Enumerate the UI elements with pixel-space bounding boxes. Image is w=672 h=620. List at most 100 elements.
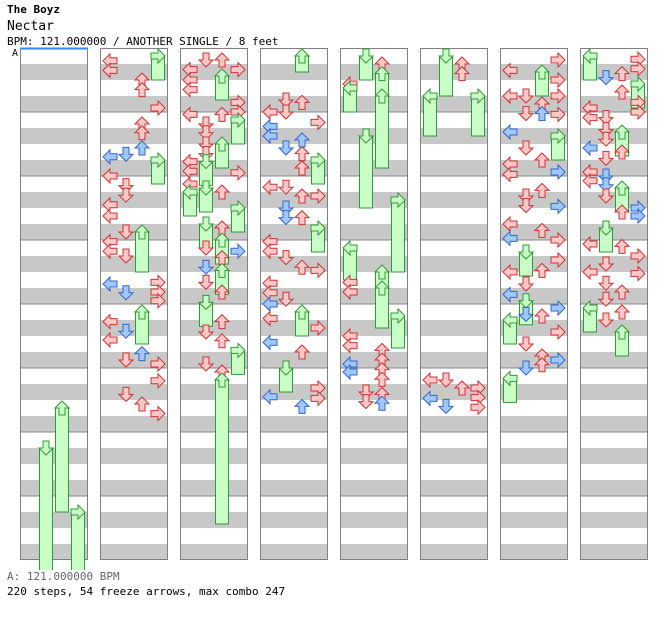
freeze-arrow-head xyxy=(230,342,246,359)
eighth-note-arrow xyxy=(262,334,278,351)
freeze-arrow-head xyxy=(70,503,86,521)
artist-name: The Boyz xyxy=(7,3,60,16)
quarter-note-arrow xyxy=(213,106,231,122)
chart-column xyxy=(500,48,568,560)
eighth-note-arrow xyxy=(550,351,566,369)
beat-stripe xyxy=(420,480,488,496)
beat-stripe xyxy=(420,224,488,240)
quarter-note-arrow xyxy=(262,242,278,260)
quarter-note-arrow xyxy=(133,125,151,141)
beat-stripe xyxy=(580,480,648,496)
freeze-arrow-head xyxy=(133,304,151,320)
beat-stripe xyxy=(180,416,248,432)
quarter-note-arrow xyxy=(197,274,215,291)
beat-stripe xyxy=(260,544,328,560)
quarter-note-arrow xyxy=(470,398,486,416)
beat-stripe xyxy=(580,256,648,272)
quarter-note-arrow xyxy=(517,276,535,292)
freeze-arrow-head xyxy=(390,191,406,209)
beat-stripe xyxy=(500,352,568,368)
beat-stripe xyxy=(20,224,88,240)
quarter-note-arrow xyxy=(182,81,198,98)
beat-stripe xyxy=(580,288,648,304)
quarter-note-arrow xyxy=(422,371,438,389)
quarter-note-arrow xyxy=(262,310,278,327)
quarter-note-arrow xyxy=(550,251,566,269)
freeze-arrow-head xyxy=(197,216,215,232)
quarter-note-arrow xyxy=(277,92,295,108)
quarter-note-arrow xyxy=(533,152,551,168)
quarter-note-arrow xyxy=(517,198,535,214)
beat-stripe xyxy=(580,352,648,368)
quarter-note-arrow xyxy=(102,313,118,330)
quarter-note-arrow xyxy=(277,291,295,307)
beat-stripe xyxy=(580,544,648,560)
quarter-note-arrow xyxy=(262,103,278,121)
quarter-note-arrow xyxy=(133,81,151,98)
eighth-note-arrow xyxy=(342,363,358,381)
beat-stripe xyxy=(500,96,568,112)
beat-stripe xyxy=(20,288,88,304)
quarter-note-arrow xyxy=(613,238,631,254)
beat-stripe xyxy=(180,288,248,304)
beat-stripe xyxy=(500,544,568,560)
beat-stripe xyxy=(420,352,488,368)
quarter-note-arrow xyxy=(630,60,646,78)
beat-stripe xyxy=(20,256,88,272)
eighth-note-arrow xyxy=(597,70,615,86)
beat-stripe xyxy=(340,64,408,80)
beat-stripe xyxy=(580,192,648,208)
freeze-arrow-head xyxy=(230,199,246,217)
beat-stripe xyxy=(420,64,488,80)
freeze-arrow-head xyxy=(213,136,231,152)
eighth-note-arrow xyxy=(277,140,295,156)
beat-stripe xyxy=(580,448,648,464)
quarter-note-arrow xyxy=(597,188,615,204)
freeze-arrow-body xyxy=(359,135,373,209)
quarter-note-arrow xyxy=(150,355,166,373)
freeze-arrow-head xyxy=(597,220,615,236)
quarter-note-arrow xyxy=(310,262,326,279)
quarter-note-arrow xyxy=(342,337,358,354)
freeze-arrow-head xyxy=(437,48,455,64)
beat-stripe xyxy=(500,512,568,528)
quarter-note-arrow xyxy=(102,62,118,79)
beat-stripe xyxy=(20,416,88,432)
quarter-note-arrow xyxy=(230,61,246,78)
beat-stripe xyxy=(20,128,88,144)
eighth-note-arrow xyxy=(550,163,566,181)
chart-column xyxy=(180,48,248,560)
beat-stripe xyxy=(20,192,88,208)
quarter-note-arrow xyxy=(102,331,118,349)
beat-stripe xyxy=(20,64,88,80)
quarter-note-arrow xyxy=(517,336,535,352)
quarter-note-arrow xyxy=(213,184,231,200)
freeze-arrow-head xyxy=(373,65,391,82)
quarter-note-arrow xyxy=(613,144,631,160)
quarter-note-arrow xyxy=(533,262,551,278)
beat-stripe xyxy=(180,384,248,400)
eighth-note-arrow xyxy=(197,259,215,275)
beat-stripe xyxy=(340,480,408,496)
beat-stripe xyxy=(420,416,488,432)
quarter-note-arrow xyxy=(550,323,566,341)
freeze-arrow-head xyxy=(550,127,566,145)
quarter-note-arrow xyxy=(293,94,311,110)
eighth-note-arrow xyxy=(373,395,391,411)
quarter-note-arrow xyxy=(197,125,215,141)
eighth-note-arrow xyxy=(133,140,151,156)
freeze-arrow-body xyxy=(391,199,405,273)
beat-stripe xyxy=(100,512,168,528)
eighth-note-arrow xyxy=(550,198,566,215)
beat-stripe xyxy=(580,128,648,144)
quarter-note-arrow xyxy=(630,103,646,121)
freeze-arrow-head xyxy=(373,264,391,280)
eighth-note-arrow xyxy=(533,105,551,122)
freeze-arrow-head xyxy=(533,64,551,80)
quarter-note-arrow xyxy=(197,324,215,340)
beat-stripe xyxy=(100,480,168,496)
eighth-note-arrow xyxy=(277,210,295,226)
quarter-note-arrow xyxy=(597,275,615,291)
chart-stats: 220 steps, 54 freeze arrows, max combo 2… xyxy=(7,585,286,598)
quarter-note-arrow xyxy=(197,356,215,372)
